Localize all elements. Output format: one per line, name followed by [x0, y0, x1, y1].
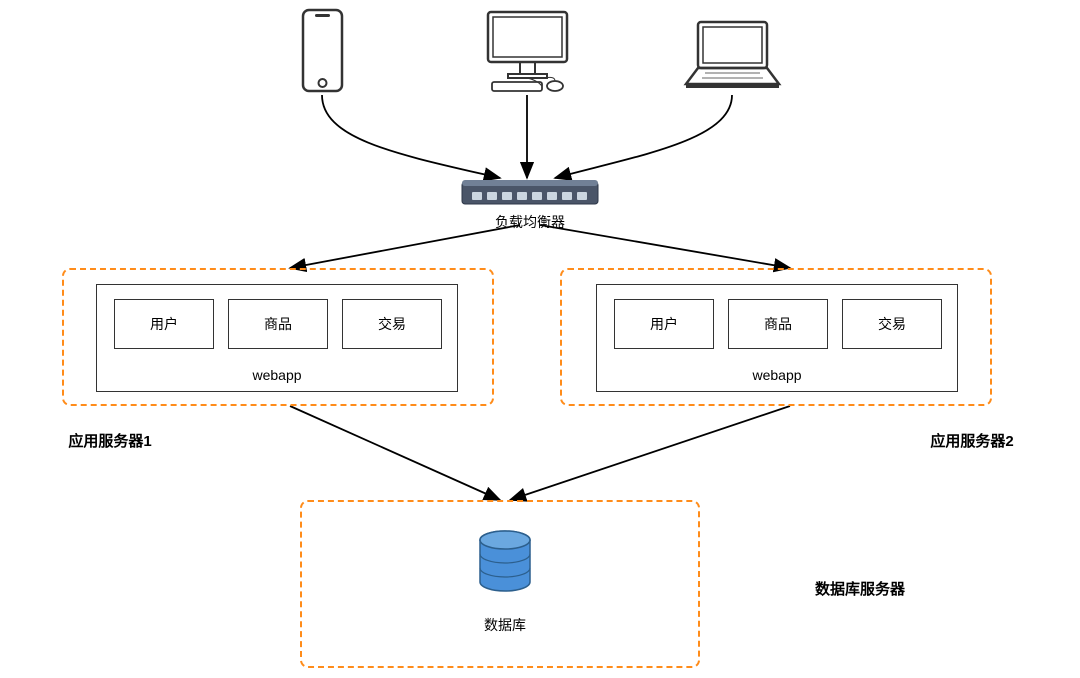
load-balancer-label: 负载均衡器	[490, 212, 570, 232]
app-server-2-module: 商品	[728, 299, 828, 349]
app-server-1-modules: 用户商品交易	[114, 299, 442, 349]
app-server-1-module: 商品	[228, 299, 328, 349]
app-server-2-modules: 用户商品交易	[614, 299, 942, 349]
app-server-2-title: 应用服务器2	[912, 430, 1032, 451]
app-server-1-module: 用户	[114, 299, 214, 349]
arrow-laptop-to-lb	[555, 95, 732, 178]
app-server-2-applabel: webapp	[597, 367, 957, 383]
app-server-1-applabel: webapp	[97, 367, 457, 383]
app-server-2-module: 交易	[842, 299, 942, 349]
app-server-1-inner: 用户商品交易 webapp	[96, 284, 458, 392]
device-laptop-icon	[680, 18, 785, 93]
app-server-2-inner: 用户商品交易 webapp	[596, 284, 958, 392]
arrow-srv2-to-db	[510, 406, 790, 500]
database-label: 数据库	[465, 615, 545, 635]
device-desktop-icon	[480, 8, 575, 93]
app-server-1-title: 应用服务器1	[50, 430, 170, 451]
app-server-1-module: 交易	[342, 299, 442, 349]
arrow-srv1-to-db	[290, 406, 500, 500]
database-server-title: 数据库服务器	[800, 578, 920, 599]
app-server-2-module: 用户	[614, 299, 714, 349]
database-icon	[478, 530, 532, 592]
arrow-lb-to-srv2	[540, 225, 790, 268]
arrow-phone-to-lb	[322, 95, 500, 178]
arrow-lb-to-srv1	[290, 225, 520, 268]
device-phone-icon	[300, 8, 345, 93]
load-balancer-node	[460, 178, 600, 206]
